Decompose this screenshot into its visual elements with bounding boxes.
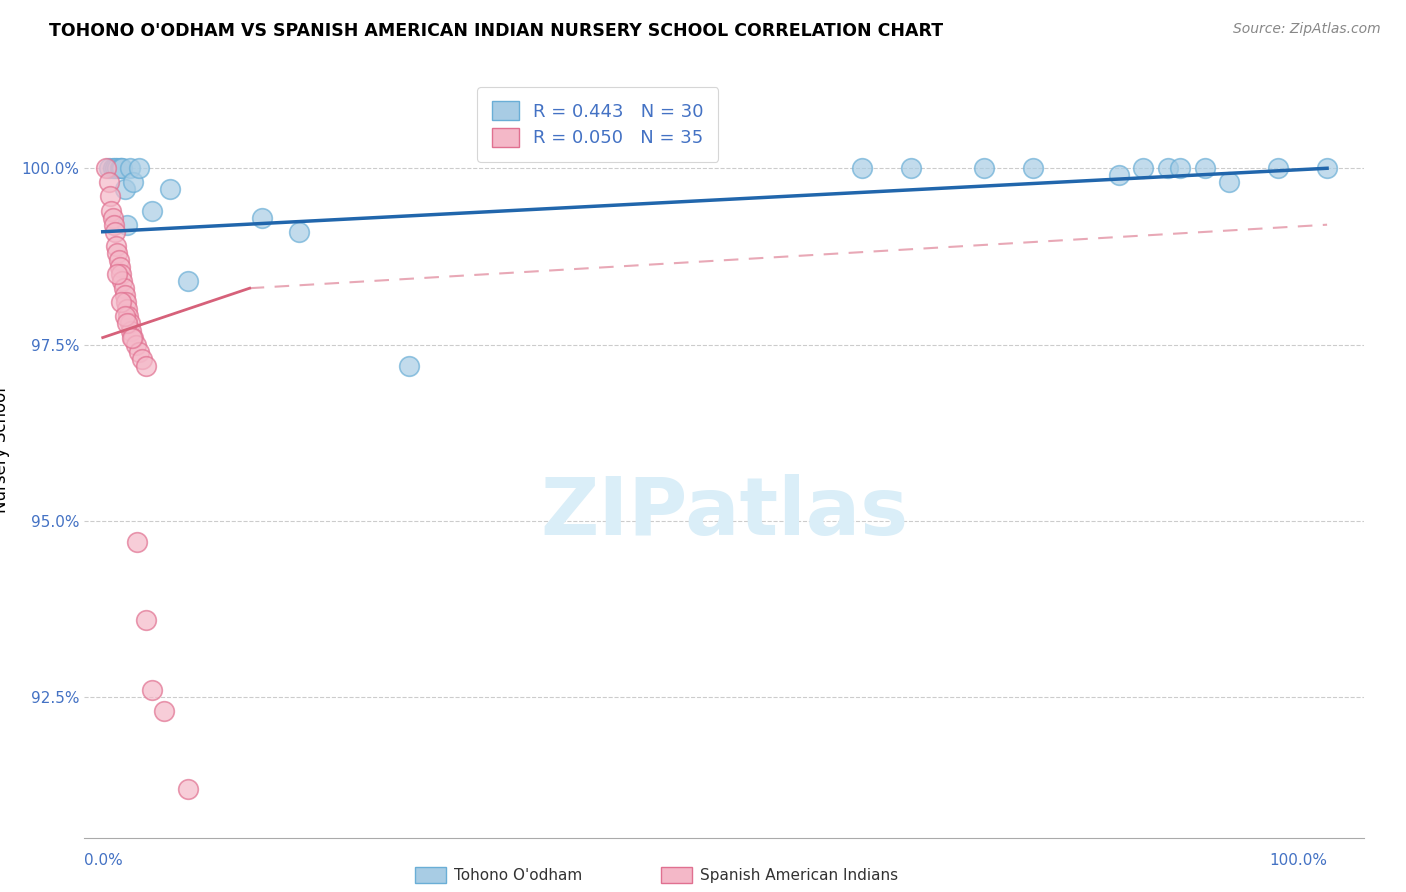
Point bbox=[177, 782, 200, 797]
Point bbox=[104, 161, 127, 176]
Point bbox=[128, 161, 150, 176]
Text: ZIPatlas: ZIPatlas bbox=[540, 474, 908, 551]
Point bbox=[141, 683, 163, 698]
Point bbox=[1132, 161, 1154, 176]
Point bbox=[1316, 161, 1339, 176]
Point bbox=[112, 281, 135, 295]
Point bbox=[108, 161, 131, 176]
Legend: R = 0.443   N = 30, R = 0.050   N = 35: R = 0.443 N = 30, R = 0.050 N = 35 bbox=[477, 87, 718, 161]
Point bbox=[111, 161, 134, 176]
Point bbox=[177, 274, 200, 288]
Text: 100.0%: 100.0% bbox=[1270, 853, 1327, 868]
Point bbox=[973, 161, 995, 176]
Text: Spanish American Indians: Spanish American Indians bbox=[700, 868, 898, 882]
Point bbox=[250, 211, 273, 225]
Text: 0.0%: 0.0% bbox=[84, 853, 124, 868]
Text: TOHONO O'ODHAM VS SPANISH AMERICAN INDIAN NURSERY SCHOOL CORRELATION CHART: TOHONO O'ODHAM VS SPANISH AMERICAN INDIA… bbox=[49, 22, 943, 40]
Point bbox=[115, 317, 138, 331]
Point bbox=[153, 705, 176, 719]
Point bbox=[110, 161, 132, 176]
Point bbox=[101, 161, 124, 176]
Point bbox=[108, 260, 131, 274]
Point bbox=[110, 267, 132, 281]
Point bbox=[115, 295, 138, 310]
Point bbox=[100, 203, 122, 218]
Point bbox=[110, 295, 132, 310]
Point bbox=[398, 359, 420, 373]
Point bbox=[121, 330, 143, 344]
Point bbox=[98, 189, 121, 203]
Point bbox=[107, 252, 129, 267]
Point bbox=[131, 351, 153, 366]
Point bbox=[115, 218, 138, 232]
Point bbox=[115, 302, 138, 317]
Point bbox=[111, 274, 134, 288]
Point bbox=[1194, 161, 1216, 176]
Y-axis label: Nursery School: Nursery School bbox=[0, 387, 10, 514]
Point bbox=[97, 161, 120, 176]
Point bbox=[287, 225, 309, 239]
Point bbox=[107, 161, 129, 176]
Point bbox=[105, 239, 128, 253]
Point bbox=[97, 175, 120, 189]
Point bbox=[125, 535, 148, 549]
Point bbox=[1267, 161, 1289, 176]
Point bbox=[1168, 161, 1191, 176]
Point bbox=[135, 359, 157, 373]
Point bbox=[128, 344, 150, 359]
Point bbox=[125, 337, 148, 351]
Point bbox=[114, 182, 136, 196]
Point bbox=[101, 211, 124, 225]
Point bbox=[107, 267, 129, 281]
Point bbox=[107, 246, 129, 260]
Point bbox=[118, 161, 141, 176]
Point bbox=[135, 613, 157, 627]
Point bbox=[114, 310, 136, 324]
Point bbox=[1108, 169, 1130, 183]
Point bbox=[900, 161, 922, 176]
Point bbox=[122, 330, 145, 344]
Point bbox=[159, 182, 181, 196]
Text: Source: ZipAtlas.com: Source: ZipAtlas.com bbox=[1233, 22, 1381, 37]
Point bbox=[1157, 161, 1180, 176]
Point bbox=[141, 203, 163, 218]
Text: Tohono O'odham: Tohono O'odham bbox=[454, 868, 582, 882]
Point bbox=[851, 161, 873, 176]
Point bbox=[122, 175, 145, 189]
Point bbox=[1218, 175, 1240, 189]
Point bbox=[1022, 161, 1045, 176]
Point bbox=[120, 324, 142, 338]
Point bbox=[96, 161, 118, 176]
Point bbox=[103, 218, 125, 232]
Point bbox=[114, 288, 136, 302]
Point bbox=[118, 317, 141, 331]
Point bbox=[117, 310, 139, 324]
Point bbox=[104, 225, 127, 239]
